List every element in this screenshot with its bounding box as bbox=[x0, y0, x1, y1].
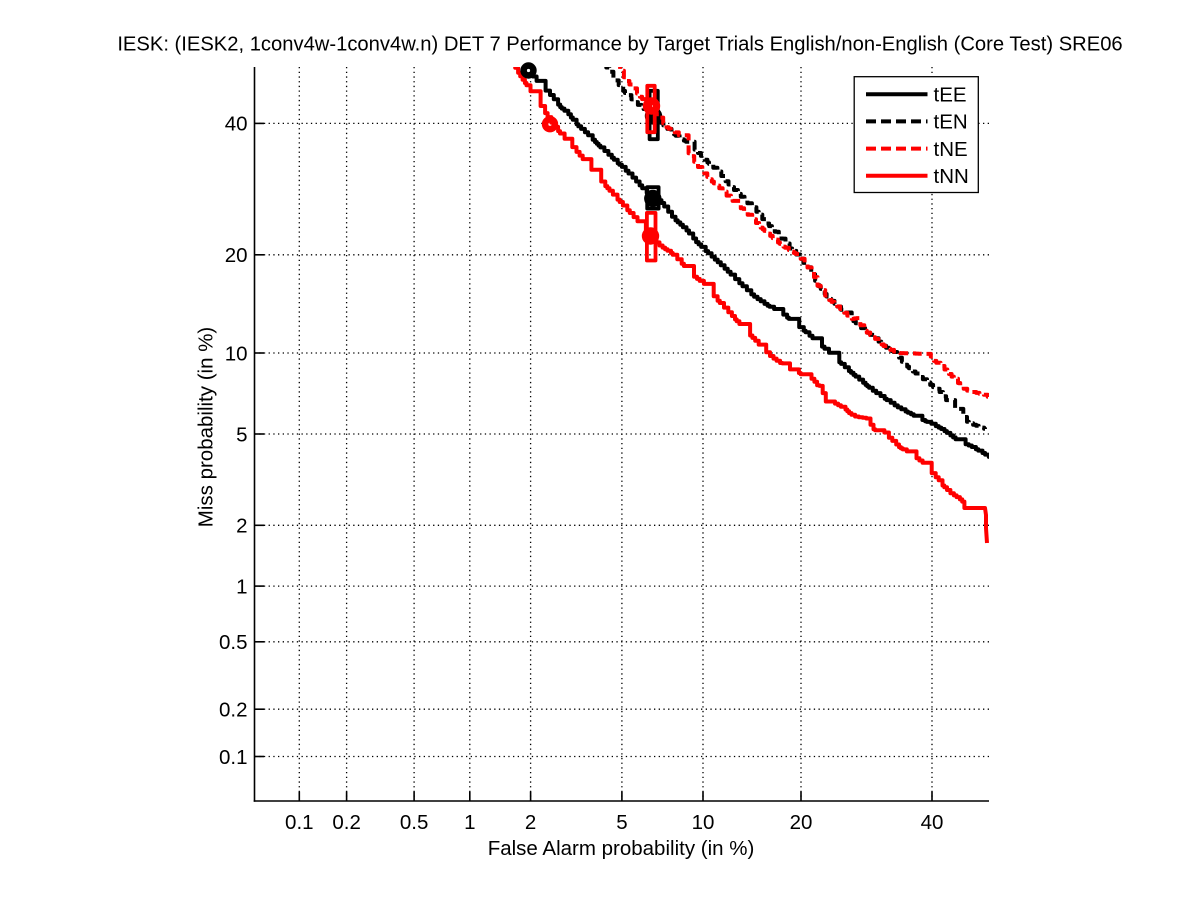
svg-text:40: 40 bbox=[921, 811, 944, 834]
svg-text:2: 2 bbox=[525, 811, 536, 834]
svg-text:Miss probability (in %): Miss probability (in %) bbox=[195, 327, 218, 528]
svg-text:tEE: tEE bbox=[934, 84, 967, 107]
svg-text:5: 5 bbox=[616, 811, 627, 834]
svg-text:False Alarm probability (in %): False Alarm probability (in %) bbox=[488, 837, 755, 860]
svg-text:1: 1 bbox=[464, 811, 475, 834]
svg-text:IESK: (IESK2, 1conv4w-1conv4w.: IESK: (IESK2, 1conv4w-1conv4w.n) DET 7 P… bbox=[117, 34, 1122, 56]
svg-text:0.1: 0.1 bbox=[219, 746, 248, 769]
svg-text:tNE: tNE bbox=[934, 138, 968, 161]
svg-text:0.2: 0.2 bbox=[332, 811, 361, 834]
svg-text:20: 20 bbox=[790, 811, 813, 834]
svg-text:0.1: 0.1 bbox=[285, 811, 314, 834]
svg-text:10: 10 bbox=[225, 342, 248, 365]
svg-text:40: 40 bbox=[225, 113, 248, 136]
svg-text:tEN: tEN bbox=[934, 111, 968, 134]
svg-text:0.2: 0.2 bbox=[219, 699, 248, 722]
svg-text:0.5: 0.5 bbox=[219, 631, 248, 654]
svg-text:0.5: 0.5 bbox=[400, 811, 429, 834]
svg-text:5: 5 bbox=[236, 423, 247, 446]
svg-text:20: 20 bbox=[225, 244, 248, 267]
svg-text:10: 10 bbox=[692, 811, 715, 834]
svg-text:tNN: tNN bbox=[934, 165, 969, 188]
svg-text:2: 2 bbox=[236, 515, 247, 538]
svg-text:1: 1 bbox=[236, 575, 247, 598]
